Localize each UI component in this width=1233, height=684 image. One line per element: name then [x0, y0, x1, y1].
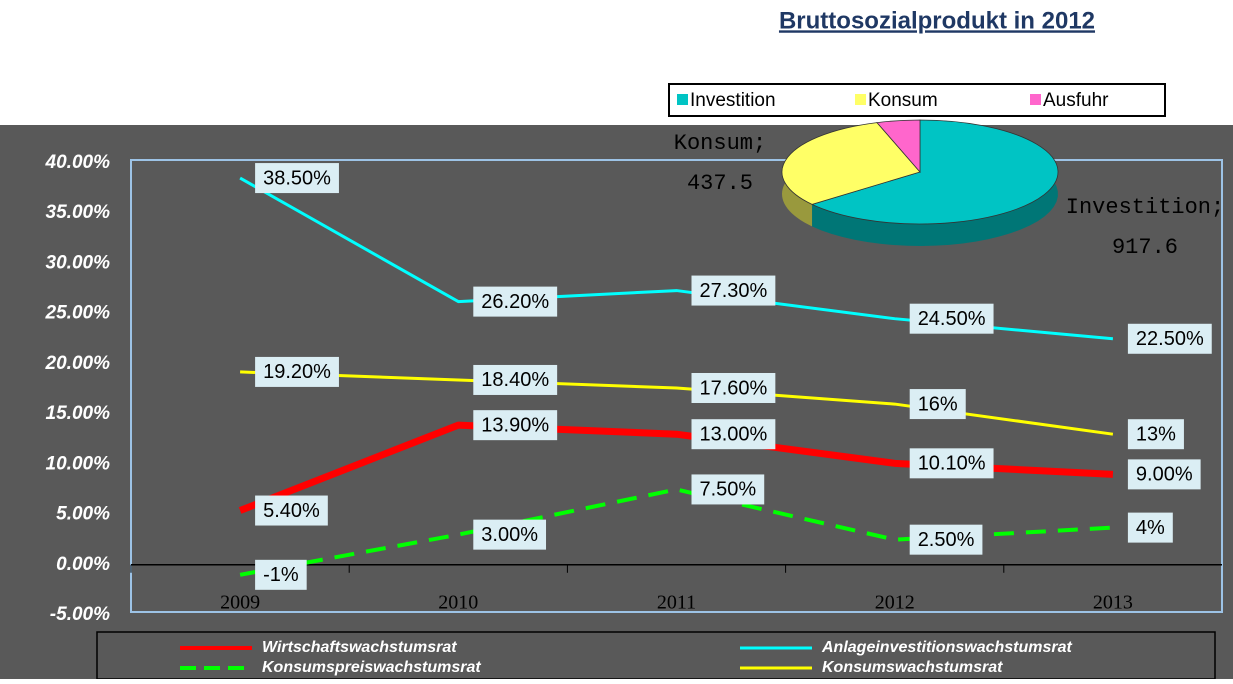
data-label-text: 9.00%: [1136, 464, 1193, 486]
pie-legend-swatch: [1030, 94, 1041, 105]
y-tick-label: 15.00%: [46, 403, 111, 424]
data-label-box: [473, 519, 547, 550]
pie-legend-box: [668, 83, 1166, 117]
data-label-text: 5.40%: [263, 500, 320, 522]
data-label-text: 19.20%: [263, 361, 331, 383]
x-tick-label: 2009: [220, 592, 260, 614]
data-label-text: 13%: [1136, 423, 1176, 445]
data-label-box: [691, 474, 765, 505]
pie-slice: [810, 119, 1059, 225]
y-tick-label: 5.00%: [56, 504, 110, 525]
y-tick-label: 40.00%: [45, 152, 111, 173]
x-tick-label: 2012: [875, 592, 915, 614]
data-label: 3.00%: [473, 519, 547, 550]
pie-title: Bruttosozialprodukt in 2012: [779, 7, 1095, 34]
legend-label: Konsumspreiswachstumsrat: [262, 659, 481, 676]
legend-label: Anlageinvestitionswachstumsrat: [821, 639, 1073, 656]
data-label: -1%: [255, 559, 307, 590]
data-label-text: 22.50%: [1136, 328, 1204, 350]
plot-border: [130, 159, 1223, 613]
data-label-box: [255, 163, 339, 194]
pie-legend-swatch: [677, 94, 688, 105]
data-label-text: 16%: [918, 393, 958, 415]
data-label: 17.60%: [691, 372, 776, 403]
pie-slice: [876, 119, 921, 174]
y-tick-label: -5.00%: [50, 604, 110, 625]
data-label-box: [909, 524, 983, 555]
data-label: 13.00%: [691, 419, 776, 450]
data-label-text: 13.00%: [700, 423, 768, 445]
data-label-box: [1127, 512, 1173, 543]
y-tick-label: 25.00%: [45, 303, 111, 324]
data-label-text: 26.20%: [481, 291, 549, 313]
data-label-box: [473, 410, 558, 441]
data-label-box: [691, 372, 776, 403]
data-label: 22.50%: [1127, 323, 1212, 354]
data-label-box: [1127, 419, 1184, 450]
data-label-box: [255, 495, 328, 526]
pie-legend-label: Konsum: [868, 90, 938, 111]
legend-label: Konsumswachstumsrat: [822, 659, 1003, 676]
data-label-text: 4%: [1136, 517, 1165, 539]
data-label: 13%: [1127, 419, 1184, 450]
data-label-box: [473, 364, 558, 395]
data-label-box: [255, 559, 307, 590]
data-label-text: -1%: [263, 564, 299, 586]
data-label-text: 24.50%: [918, 308, 986, 330]
data-label-text: 38.50%: [263, 167, 331, 189]
pie-legend-swatch: [855, 94, 866, 105]
data-label: 10.10%: [909, 448, 994, 479]
x-tick-label: 2013: [1093, 592, 1133, 614]
y-tick-label: 20.00%: [45, 353, 111, 374]
data-label: 27.30%: [691, 275, 776, 306]
data-label: 2.50%: [909, 524, 983, 555]
x-tick-label: 2011: [657, 592, 696, 614]
y-tick-label: 30.00%: [46, 252, 111, 273]
data-label-box: [909, 389, 966, 420]
data-label-text: 2.50%: [918, 529, 975, 551]
data-label: 38.50%: [255, 163, 339, 194]
data-label: 19.20%: [255, 356, 339, 387]
data-label: 16%: [909, 389, 966, 420]
data-label-text: 18.40%: [481, 369, 549, 391]
data-label: 18.40%: [473, 364, 558, 395]
data-label-box: [691, 275, 776, 306]
data-label-box: [473, 286, 558, 317]
data-label-text: 17.60%: [700, 377, 768, 399]
data-label-box: [1127, 323, 1212, 354]
data-label-box: [909, 303, 994, 334]
data-label-text: 3.00%: [481, 524, 538, 546]
data-label: 13.90%: [473, 410, 558, 441]
y-tick-label: 35.00%: [46, 202, 111, 223]
pie-data-label: Konsum; 437.5: [674, 131, 766, 196]
legend-label: Wirtschaftswachstumsrat: [262, 639, 457, 656]
pie-data-label: Investition; 917.6: [1066, 195, 1224, 260]
data-label-text: 27.30%: [700, 280, 768, 302]
data-label-box: [1127, 459, 1201, 490]
data-label-text: 7.50%: [700, 479, 757, 501]
data-label-box: [255, 356, 339, 387]
pie-legend-label: Ausfuhr: [1043, 90, 1109, 111]
data-label-text: 13.90%: [481, 414, 549, 436]
y-tick-label: 0.00%: [56, 554, 110, 575]
data-label-box: [691, 419, 776, 450]
pie-legend-label: Investition: [690, 90, 776, 111]
data-label: 5.40%: [255, 495, 328, 526]
data-label: 9.00%: [1127, 459, 1201, 490]
y-tick-label: 10.00%: [46, 453, 111, 474]
data-label-text: 10.10%: [918, 453, 986, 475]
data-label: 4%: [1127, 512, 1173, 543]
data-label: 24.50%: [909, 303, 994, 334]
x-tick-label: 2010: [438, 592, 478, 614]
pie-slice: [781, 122, 921, 205]
data-label: 26.20%: [473, 286, 558, 317]
pie-slice-side: [812, 120, 1058, 246]
series-line: [240, 370, 1114, 436]
data-label: 7.50%: [691, 474, 765, 505]
data-label-box: [909, 448, 994, 479]
